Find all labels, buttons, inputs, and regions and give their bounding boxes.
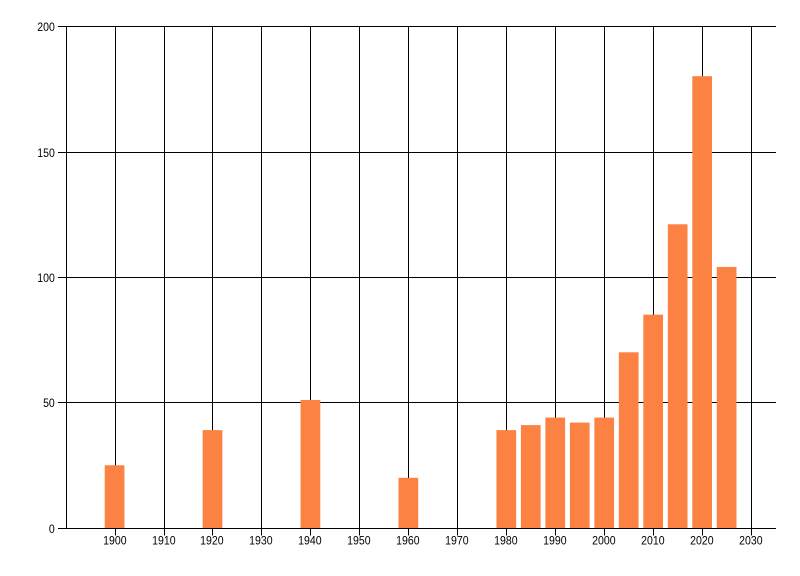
svg-text:2020: 2020 <box>690 535 713 548</box>
svg-text:1970: 1970 <box>445 535 468 548</box>
svg-text:1990: 1990 <box>543 535 566 548</box>
svg-text:1950: 1950 <box>347 535 370 548</box>
svg-text:50: 50 <box>43 397 55 410</box>
svg-text:2010: 2010 <box>641 535 664 548</box>
svg-text:1940: 1940 <box>298 535 321 548</box>
svg-text:1930: 1930 <box>249 535 272 548</box>
svg-text:0: 0 <box>49 523 55 536</box>
svg-text:150: 150 <box>37 147 55 160</box>
svg-text:1910: 1910 <box>152 535 175 548</box>
svg-text:2000: 2000 <box>592 535 615 548</box>
svg-text:200: 200 <box>37 21 55 34</box>
svg-text:1920: 1920 <box>200 535 223 548</box>
svg-text:1980: 1980 <box>494 535 517 548</box>
svg-text:2030: 2030 <box>739 535 762 548</box>
svg-text:1960: 1960 <box>396 535 419 548</box>
svg-text:1900: 1900 <box>103 535 126 548</box>
svg-text:100: 100 <box>37 272 55 285</box>
